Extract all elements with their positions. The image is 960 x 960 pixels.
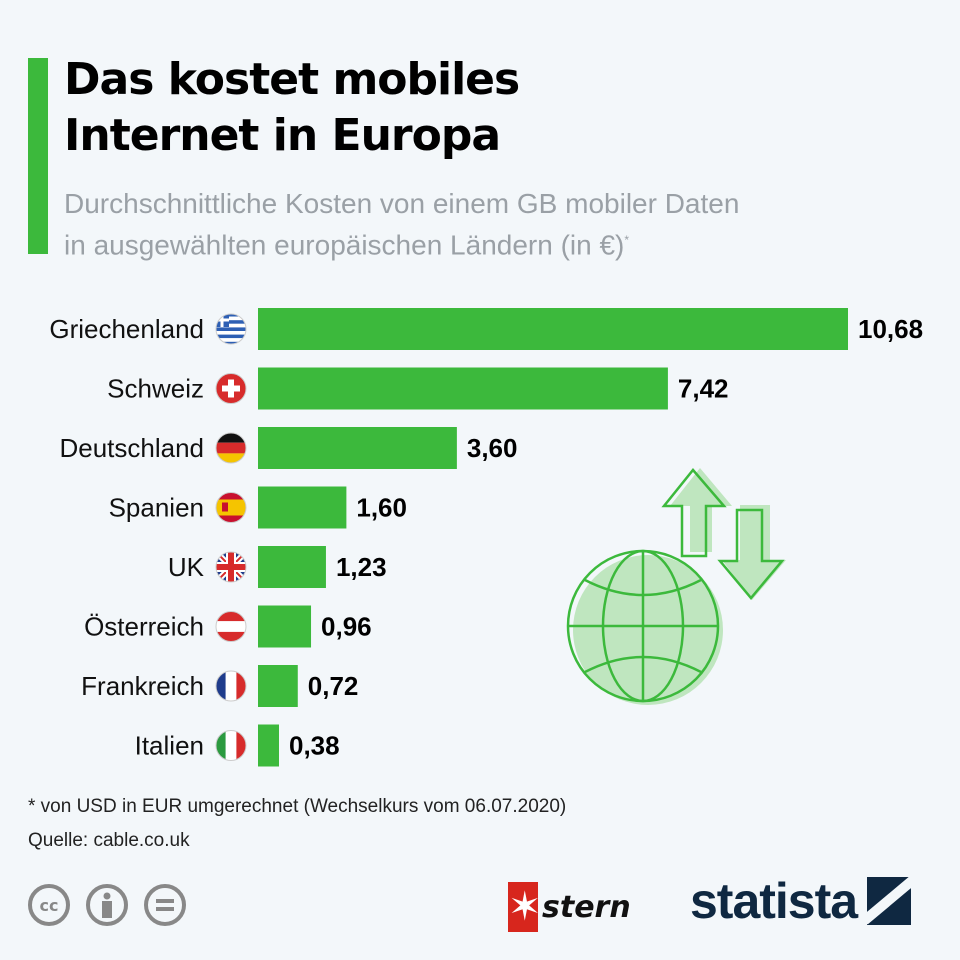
subtitle: Durchschnittliche Kosten von einem GB mo…	[64, 186, 739, 263]
cc-icon[interactable]: cc	[28, 884, 70, 926]
bar	[258, 546, 326, 588]
bar	[258, 367, 668, 410]
title-line-1: Das kostet mobiles	[64, 54, 520, 105]
category-label: Italien	[135, 731, 204, 761]
globe-icon	[566, 549, 723, 705]
source: Quelle: cable.co.uk	[28, 830, 190, 851]
subtitle-line-1: Durchschnittliche Kosten von einem GB mo…	[64, 188, 740, 219]
stern-logo: ✶ stern	[508, 882, 631, 932]
by-icon[interactable]	[86, 884, 128, 926]
category-label: Schweiz	[107, 374, 204, 404]
switzerland-flag-icon	[215, 373, 247, 404]
italy-flag-icon	[215, 730, 247, 761]
spain-flag-icon	[215, 492, 247, 523]
category-label: Deutschland	[59, 433, 204, 463]
value-label: 7,42	[678, 374, 729, 404]
value-label: 0,38	[289, 731, 340, 761]
category-label: Spanien	[109, 493, 204, 523]
bar	[258, 486, 347, 529]
download-arrow-icon	[717, 505, 786, 600]
stern-wordmark: stern	[542, 889, 631, 925]
greece-flag-icon	[215, 313, 247, 345]
value-label: 10,68	[858, 314, 923, 344]
page-title: Das kostet mobiles Internet in Europa	[64, 52, 520, 164]
austria-flag-icon	[215, 611, 247, 642]
value-label: 0,96	[321, 612, 372, 642]
person-icon	[102, 892, 112, 918]
bar	[258, 427, 457, 469]
bar-chart: Griechenland 10,68 Schweiz 7,42 Deutschland 3…	[49, 308, 923, 767]
france-flag-icon	[215, 670, 247, 702]
value-label: 1,23	[336, 552, 387, 582]
category-label: UK	[168, 552, 205, 582]
uk-flag-icon	[215, 551, 247, 583]
cc-icon-label: cc	[39, 895, 59, 915]
bar	[258, 724, 279, 767]
category-label: Frankreich	[81, 671, 204, 701]
title-line-2: Internet in Europa	[64, 110, 501, 161]
subtitle-footnote-mark: *	[624, 233, 630, 247]
value-label: 1,60	[356, 493, 407, 523]
category-label: Österreich	[84, 612, 204, 642]
bar	[258, 665, 298, 707]
value-label: 3,60	[467, 433, 518, 463]
statista-mark-icon	[867, 877, 912, 925]
subtitle-line-2: in ausgewählten europäischen Ländern (in…	[64, 229, 625, 261]
nd-icon[interactable]	[144, 884, 186, 926]
value-label: 0,72	[308, 671, 359, 701]
upload-arrow-icon	[661, 468, 732, 558]
globe-arrows-illustration	[566, 468, 786, 705]
bar	[258, 605, 312, 648]
equals-icon	[156, 899, 174, 911]
germany-flag-icon	[215, 432, 247, 464]
stern-star-icon: ✶	[508, 882, 542, 932]
footnote: * von USD in EUR umgerechnet (Wechselkur…	[28, 796, 567, 817]
statista-wordmark: statista	[690, 873, 858, 929]
statista-logo: statista	[690, 872, 912, 930]
accent-bar	[28, 58, 48, 254]
category-label: Griechenland	[49, 314, 204, 344]
bar	[258, 308, 848, 350]
